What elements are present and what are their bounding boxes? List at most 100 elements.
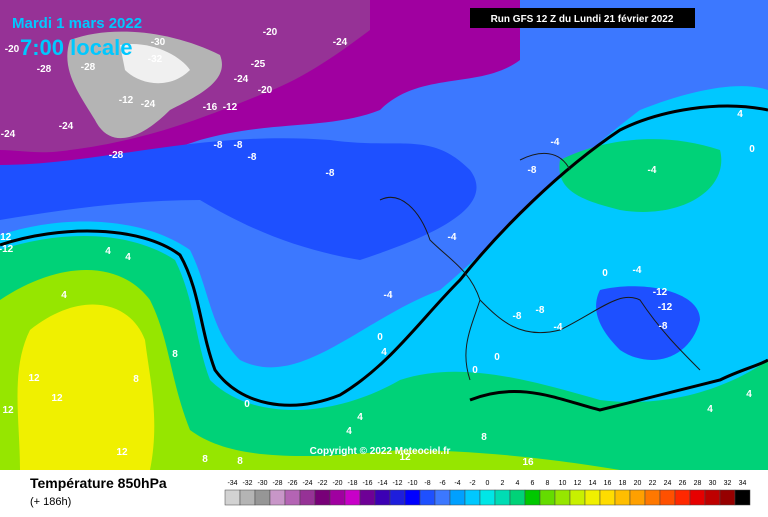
legend-swatch	[644, 489, 661, 506]
legend-tick: 0	[486, 480, 490, 487]
greenland	[67, 31, 222, 139]
map-label: -20	[5, 44, 20, 55]
coastline	[379, 152, 701, 381]
map-label: 4	[737, 109, 743, 120]
map-label: -4	[633, 265, 642, 276]
map-label: -12	[223, 102, 238, 113]
legend-tick: -26	[287, 480, 297, 487]
legend-swatch	[659, 489, 676, 506]
map-label: -24	[1, 129, 16, 140]
map-label: -16	[203, 102, 218, 113]
legend-swatch	[689, 489, 706, 506]
legend-swatch	[629, 489, 646, 506]
map-label: 8	[481, 432, 487, 443]
legend-swatch	[569, 489, 586, 506]
legend-swatch	[734, 489, 751, 506]
legend-swatch	[674, 489, 691, 506]
time: 7:00 locale	[20, 35, 133, 60]
map-label: -20	[258, 85, 273, 96]
map-label: 0	[602, 268, 608, 279]
legend-tick: -8	[424, 480, 430, 487]
legend-tick: -32	[242, 480, 252, 487]
legend-tick: 8	[546, 480, 550, 487]
map-label: 4	[707, 404, 713, 415]
legend-swatch	[449, 489, 466, 506]
map-label: 16	[522, 457, 534, 468]
run-box	[470, 8, 695, 28]
legend-tick: -22	[317, 480, 327, 487]
map-label: -28	[37, 64, 52, 75]
map-label: -12	[119, 95, 134, 106]
legend-tick: -20	[332, 480, 342, 487]
legend-tick: 4	[516, 480, 520, 487]
legend-tick: 6	[531, 480, 535, 487]
map-label: 4	[346, 426, 352, 437]
legend-tick: 2	[501, 480, 505, 487]
map-label: -8	[536, 305, 545, 316]
zero-isotherm	[0, 104, 768, 407]
legend-swatch	[254, 489, 271, 506]
cold-ocean	[0, 138, 477, 260]
legend-swatch	[299, 489, 316, 506]
zero-isotherm-south	[469, 358, 768, 412]
map-label: -25	[251, 59, 266, 70]
map-label: 4	[381, 347, 387, 358]
map-label: -12	[0, 244, 14, 255]
legend-swatch	[419, 489, 436, 506]
legend-tick: 14	[589, 480, 597, 487]
map-label: -8	[659, 321, 668, 332]
map-label: -28	[109, 150, 124, 161]
map-label: 12	[2, 405, 14, 416]
map-label: -12	[658, 302, 673, 313]
legend-swatch	[464, 489, 481, 506]
map-label: -4	[554, 322, 563, 333]
legend-swatch	[239, 489, 256, 506]
legend-swatch	[284, 489, 301, 506]
legend-swatch	[344, 489, 361, 506]
legend-tick: -18	[347, 480, 357, 487]
legend-tick: 20	[634, 480, 642, 487]
greenland-core	[120, 44, 190, 84]
legend-swatch	[614, 489, 631, 506]
map-label: -8	[326, 168, 335, 179]
legend-swatch	[434, 489, 451, 506]
legend-tick: 32	[724, 480, 732, 487]
legend-swatch	[554, 489, 571, 506]
legend-tick: 16	[604, 480, 612, 487]
map-label: -24	[141, 99, 156, 110]
legend-swatch	[704, 489, 721, 506]
map-label: 8	[172, 349, 178, 360]
map-label: 0	[749, 144, 755, 155]
legend-tick: 18	[619, 480, 627, 487]
map-label: 0	[377, 332, 383, 343]
legend-swatch	[224, 489, 241, 506]
map-label: -8	[513, 311, 522, 322]
legend-tick: 34	[739, 480, 747, 487]
map-label: 12	[51, 393, 63, 404]
footer-title: Température 850hPa	[30, 475, 167, 491]
map-label: -4	[384, 290, 393, 301]
warm-region	[0, 236, 768, 470]
map-label: 8	[237, 456, 243, 467]
map-label: 4	[105, 246, 111, 257]
map-label: 4	[357, 412, 363, 423]
map-label: 8	[202, 454, 208, 465]
legend-tick: -24	[302, 480, 312, 487]
legend-tick: -16	[362, 480, 372, 487]
legend-tick: 12	[574, 480, 582, 487]
map-label: 0	[472, 365, 478, 376]
legend-tick: -34	[227, 480, 237, 487]
map-label: -32	[148, 54, 163, 65]
map-label: 4	[61, 290, 67, 301]
legend-swatch	[509, 489, 526, 506]
map-label: -12	[653, 287, 668, 298]
warmest-region	[17, 304, 155, 470]
map-label: -4	[448, 232, 457, 243]
legend-tick: 30	[709, 480, 717, 487]
legend-tick: 22	[649, 480, 657, 487]
legend-swatch	[329, 489, 346, 506]
legend-tick: -28	[272, 480, 282, 487]
map-label: -8	[214, 140, 223, 151]
date: Mardi 1 mars 2022	[12, 15, 142, 32]
legend-swatch	[494, 489, 511, 506]
